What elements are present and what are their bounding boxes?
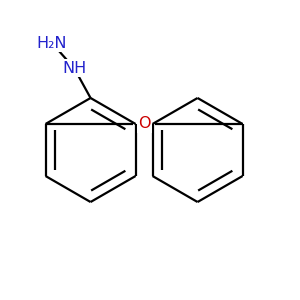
- Text: H₂N: H₂N: [37, 35, 67, 50]
- Text: NH: NH: [62, 61, 86, 76]
- Text: O: O: [138, 116, 150, 131]
